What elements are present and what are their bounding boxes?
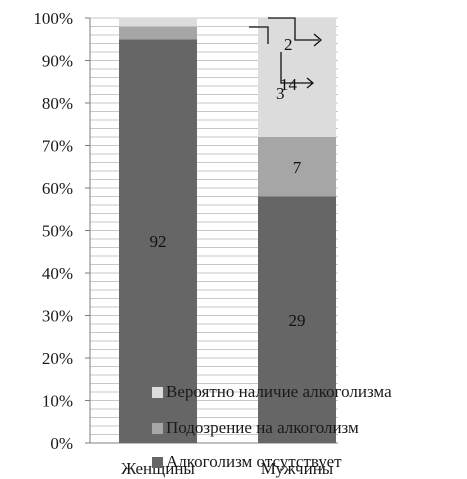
bar-segment	[119, 39, 197, 443]
leader-line	[313, 33, 322, 47]
legend-swatch	[152, 387, 163, 398]
y-tick-label: 80%	[42, 94, 73, 113]
x-category-label: Мужчины	[261, 459, 334, 478]
leader-lines	[249, 17, 322, 89]
x-axis-category-labels: Женщины Мужчины	[121, 459, 334, 478]
leader-line	[268, 17, 319, 41]
x-category-label: Женщины	[121, 459, 195, 478]
data-label: 29	[289, 311, 306, 330]
legend-label: Подозрение на алкоголизм	[166, 418, 359, 437]
legend-label: Вероятно наличие алкоголизма	[166, 382, 392, 401]
data-label: 14	[280, 75, 298, 94]
bars	[119, 18, 336, 443]
legend-swatch	[152, 423, 163, 434]
bar-segment	[119, 18, 197, 27]
y-tick-label: 100%	[33, 9, 73, 28]
bar-segment	[258, 137, 336, 197]
bar-segment	[258, 196, 336, 443]
data-label: 7	[293, 158, 302, 177]
leader-line	[306, 77, 315, 89]
y-tick-label: 10%	[42, 392, 73, 411]
data-label: 2	[284, 35, 293, 54]
legend-label: Алкоголизм отсутствует	[166, 452, 342, 471]
data-labels: 92 3 2 29 7 14	[150, 35, 306, 330]
leader-line	[280, 52, 313, 84]
legend-swatch	[152, 457, 163, 468]
bar-segment	[258, 18, 336, 137]
y-tick-label: 0%	[50, 434, 73, 453]
y-tick-label: 40%	[42, 264, 73, 283]
y-tick-label: 30%	[42, 307, 73, 326]
bar-segment	[119, 26, 197, 40]
y-tick-label: 90%	[42, 52, 73, 71]
y-axis-tick-labels: 0% 10% 20% 30% 40% 50% 60% 70% 80% 90% 100%	[33, 9, 90, 453]
data-label: 92	[150, 232, 167, 251]
legend: Вероятно наличие алкоголизма Подозрение н…	[152, 382, 392, 471]
leader-line	[249, 26, 269, 44]
y-tick-label: 50%	[42, 222, 73, 241]
y-tick-label: 20%	[42, 349, 73, 368]
y-tick-label: 60%	[42, 179, 73, 198]
data-label: 3	[276, 84, 285, 103]
y-tick-label: 70%	[42, 137, 73, 156]
